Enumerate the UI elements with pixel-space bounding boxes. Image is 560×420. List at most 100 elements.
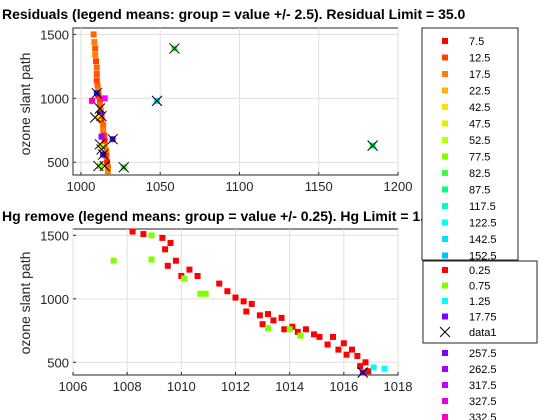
data1-cross-marker [151, 95, 163, 107]
legend-label: 317.5 [469, 380, 497, 392]
data-point [129, 228, 136, 235]
legend-marker [442, 104, 448, 110]
legend-label: 327.5 [469, 396, 497, 408]
residuals-title: Residuals (legend means: group = value +… [2, 6, 466, 22]
data-point [96, 163, 103, 170]
x-tick-label: 1200 [384, 179, 413, 194]
data-point [335, 346, 342, 353]
data1-cross-marker [107, 133, 118, 145]
legend-marker [442, 366, 448, 372]
hg-y-label: ozone slant path [17, 252, 33, 355]
data-point [92, 58, 99, 65]
data-point [104, 159, 111, 166]
legend-marker [442, 170, 448, 176]
data-point [243, 308, 250, 315]
legend-marker [442, 252, 448, 259]
hg-points [110, 228, 388, 378]
legend-label: 0.25 [469, 265, 490, 277]
data-point [172, 257, 179, 264]
legend-marker [439, 326, 451, 338]
x-tick-label: 1150 [305, 179, 333, 194]
data-point [259, 321, 266, 328]
legend-label: 332.5 [469, 412, 497, 420]
legend-label: data1 [469, 327, 497, 339]
residuals-axes-box [72, 27, 399, 176]
data-point [202, 290, 209, 297]
data-point [240, 298, 247, 305]
data-point [104, 164, 111, 171]
data-point [186, 266, 193, 273]
legend-label: 22.5 [469, 86, 490, 98]
data-point [96, 110, 103, 117]
legend-label: 82.5 [469, 168, 490, 180]
legend-label: 7.5 [469, 36, 484, 48]
data-point [164, 262, 171, 269]
legend-marker [442, 54, 448, 61]
data-point [100, 127, 107, 134]
data-point [297, 332, 304, 339]
legend-marker [442, 267, 448, 273]
hg-remove-plot: 1006 1008 1010 1012 1014 1016 101850010001500 … [2, 208, 440, 394]
legend-marker [442, 382, 448, 388]
data-point [159, 234, 166, 241]
data-point [294, 328, 301, 335]
y-tick-label: 1500 [40, 228, 69, 243]
y-tick-label: 500 [47, 155, 69, 170]
residuals-plot: Residuals (legend means: group = value +… [2, 6, 466, 194]
data-point [93, 71, 100, 78]
data-point [96, 96, 103, 103]
data-point [286, 326, 293, 333]
data-point [101, 137, 108, 144]
y-tick-label: 1000 [40, 91, 69, 106]
legend-marker [442, 137, 448, 143]
residuals-y-label: ozone slant path [17, 53, 33, 156]
hg-title: Hg remove (legend means: group = value +… [2, 208, 440, 224]
x-tick-label: 1006 [59, 379, 88, 394]
data-point [316, 333, 323, 340]
data-point [95, 114, 102, 121]
data1-cross-marker [367, 140, 378, 151]
legend-marker [442, 186, 448, 193]
data-point [89, 97, 96, 104]
y-tick-label: 1500 [40, 27, 69, 42]
legend-marker [442, 282, 448, 289]
data-point [281, 326, 288, 333]
data-point [93, 64, 100, 71]
legend-label: 52.5 [469, 135, 490, 147]
data-point [91, 39, 98, 46]
legend-label: 12.5 [469, 53, 490, 65]
data-point [101, 95, 108, 102]
data-point [265, 311, 271, 318]
legend-label: 17.75 [469, 312, 497, 324]
data-point [302, 326, 309, 333]
data-point [181, 275, 188, 282]
legend-marker [442, 38, 448, 44]
data1-cross-marker [169, 43, 180, 54]
data1-cross-marker [118, 161, 130, 173]
legend-label: 77.5 [469, 152, 490, 164]
legend-marker [442, 350, 448, 356]
data-point [148, 256, 155, 263]
x-tick-label: 1050 [146, 179, 175, 194]
legend-label: 87.5 [469, 185, 490, 197]
x-tick-label: 1010 [167, 379, 196, 394]
hg-legend: 0.25 0.75 1.25 17.75 data1 [422, 260, 538, 344]
data1-cross-marker [99, 160, 111, 172]
legend-label: 17.5 [469, 69, 490, 81]
residuals-legend-box [421, 27, 519, 261]
data1-cross-marker [97, 149, 109, 160]
data1-cross-marker [96, 110, 107, 122]
y-tick-label: 1000 [40, 292, 69, 307]
x-tick-label: 1016 [329, 379, 358, 394]
data-point [110, 257, 117, 264]
data-point [256, 312, 263, 319]
x-tick-label: 1018 [384, 379, 413, 394]
data-point [216, 280, 223, 287]
data-point [340, 340, 347, 347]
data-point [96, 101, 103, 108]
legend-marker [442, 414, 448, 420]
data-point [93, 77, 100, 84]
data-point [311, 331, 318, 338]
data-point [357, 363, 364, 370]
